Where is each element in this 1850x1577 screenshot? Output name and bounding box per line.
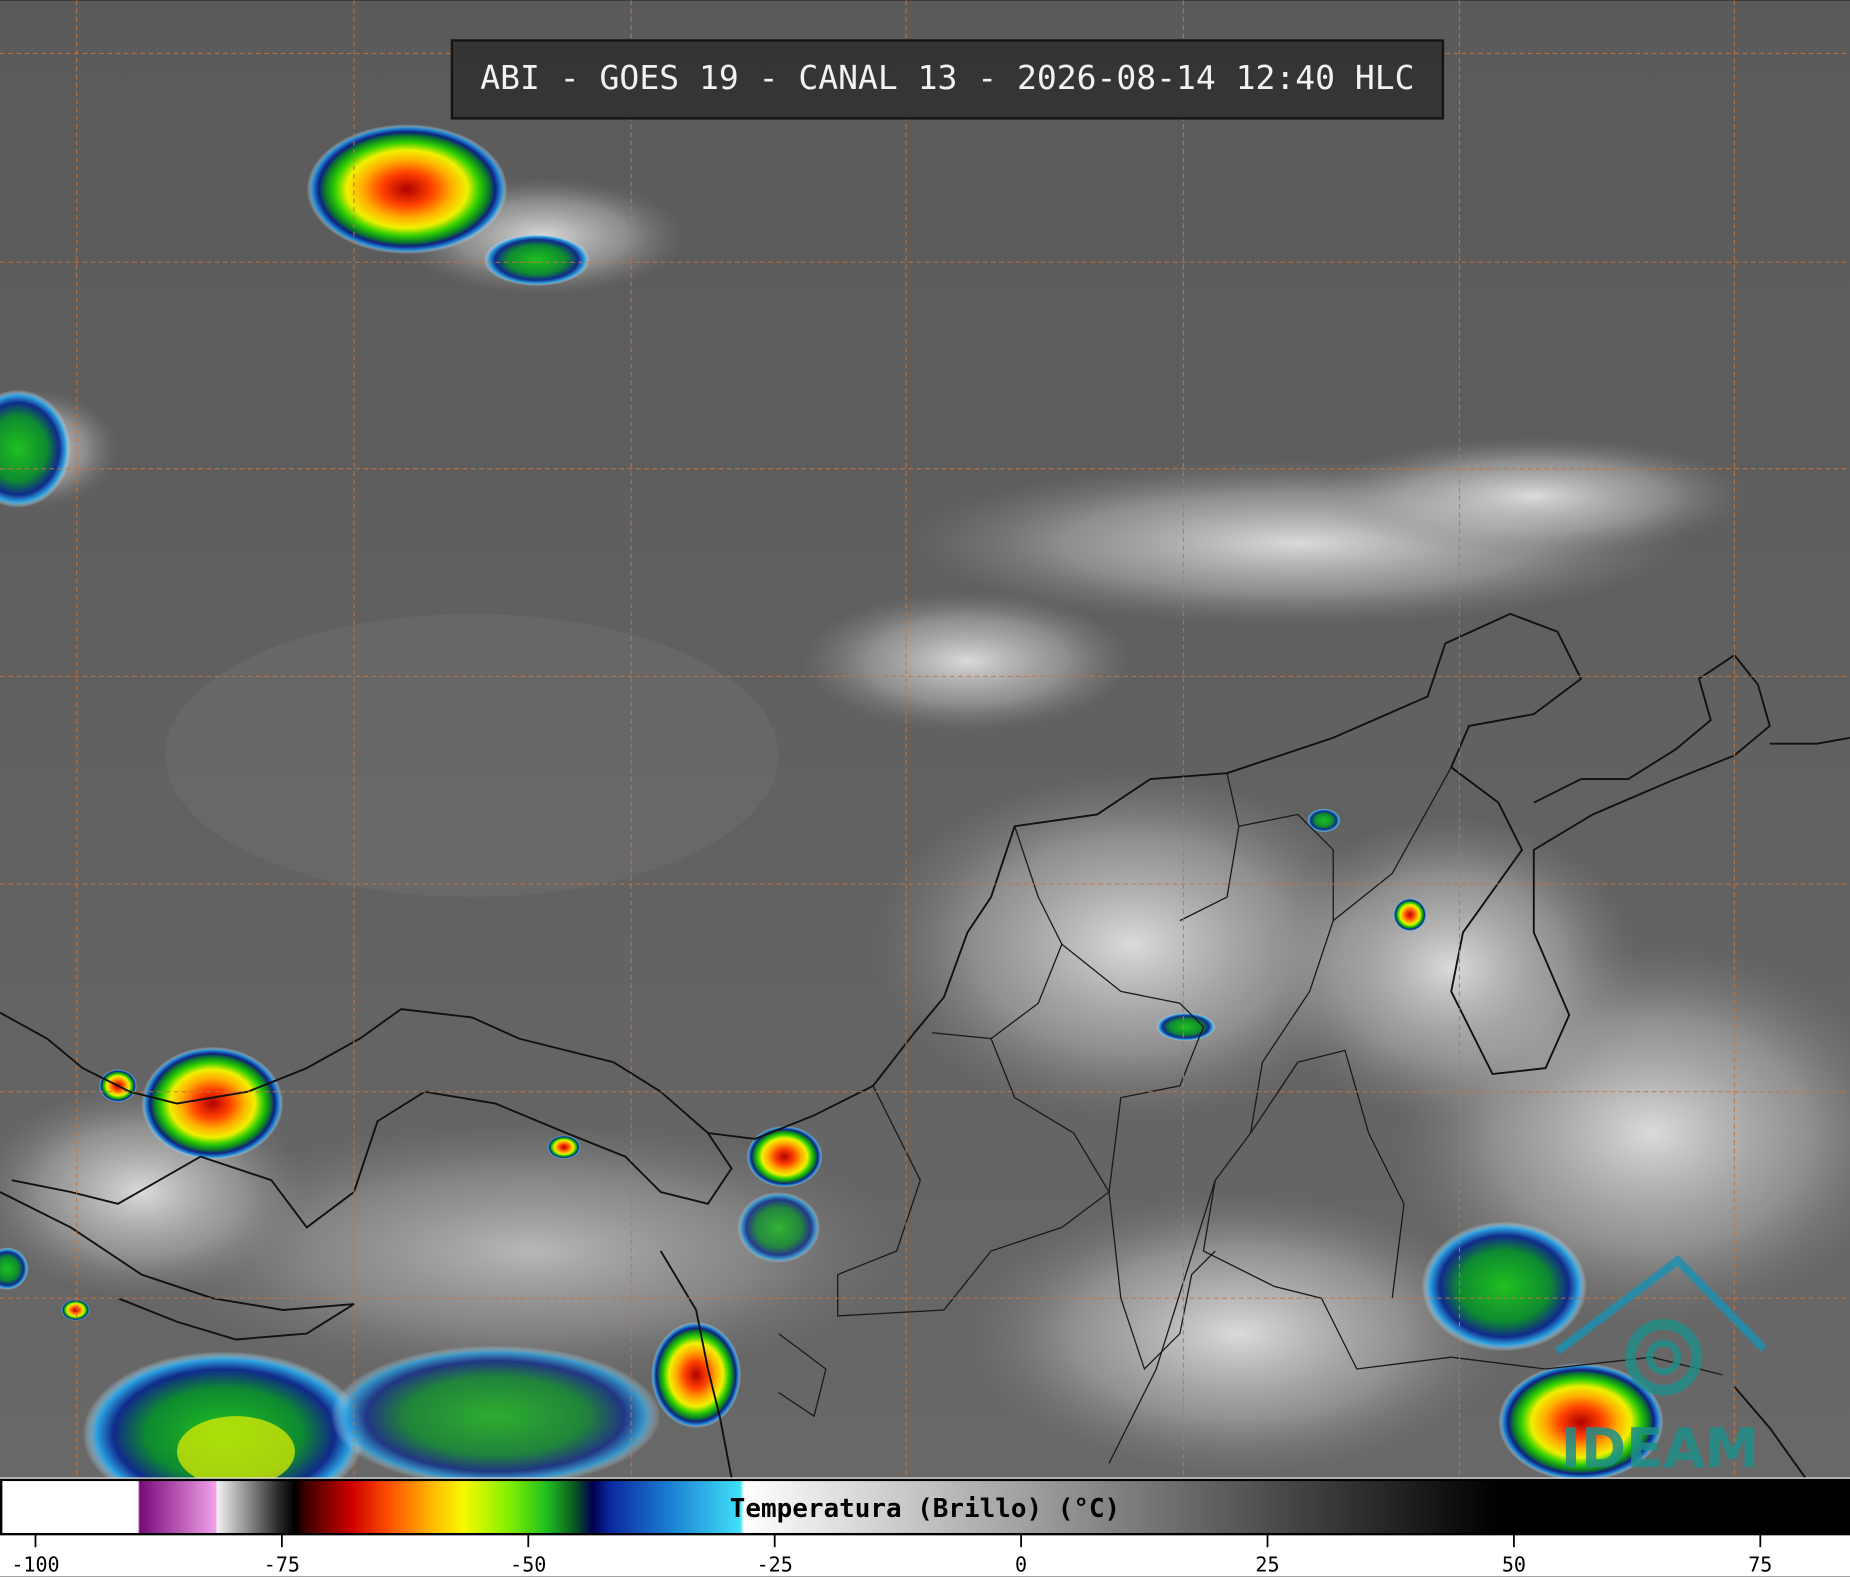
tick-label: -50 bbox=[510, 1553, 546, 1577]
tick-label: -25 bbox=[757, 1553, 793, 1577]
logo: IDEAM bbox=[1554, 1254, 1767, 1480]
graticule bbox=[0, 0, 1850, 1478]
tick-label: 0 bbox=[1015, 1553, 1027, 1577]
convective-cells bbox=[0, 124, 1664, 1517]
borders bbox=[778, 766, 1723, 1464]
title-box: ABI - GOES 19 - CANAL 13 - 2026-08-14 12… bbox=[450, 39, 1445, 120]
title: ABI - GOES 19 - CANAL 13 - 2026-08-14 12… bbox=[480, 58, 1414, 97]
tick-label: -75 bbox=[264, 1553, 300, 1577]
colorbar bbox=[0, 1478, 1850, 1536]
tick-label: -100 bbox=[11, 1553, 59, 1577]
tick-label: 50 bbox=[1502, 1553, 1526, 1577]
colorbar-ticks: -100 -75 -50 -25 0 25 50 75 bbox=[11, 1534, 1772, 1577]
logo-text: IDEAM bbox=[1561, 1417, 1759, 1480]
tick-label: 75 bbox=[1748, 1553, 1772, 1577]
clouds bbox=[0, 177, 1850, 1476]
colorbar-label: Temperatura (Brillo) (°C) bbox=[730, 1494, 1120, 1524]
tick-label: 25 bbox=[1255, 1553, 1279, 1577]
